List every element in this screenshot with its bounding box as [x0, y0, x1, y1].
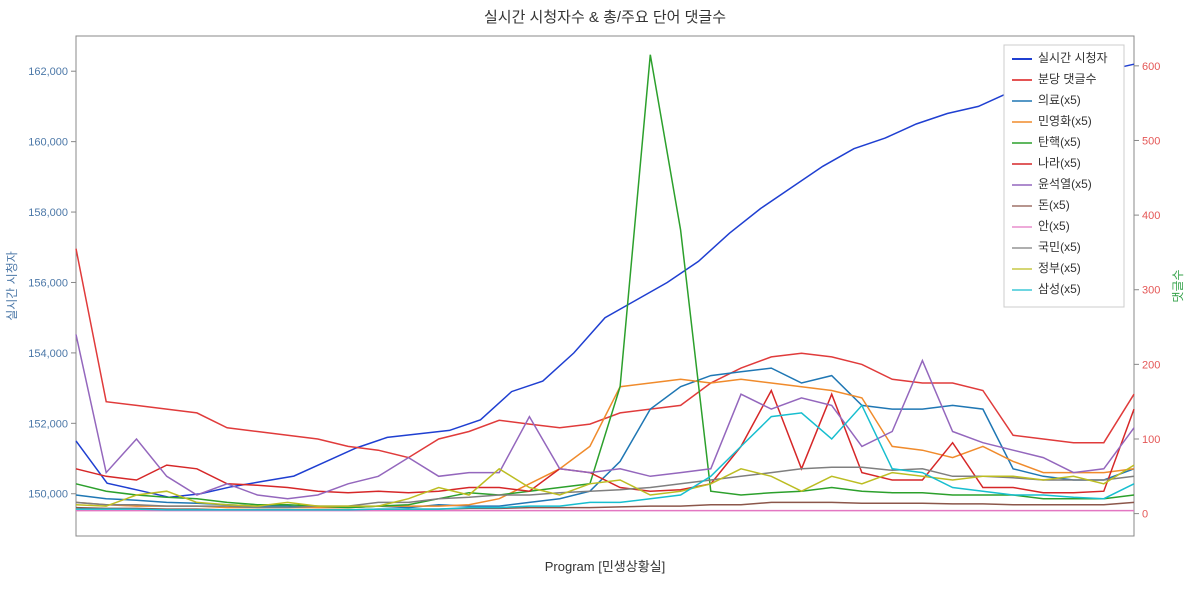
chart-container: 실시간 시청자수 & 총/주요 단어 댓글수 Program [민생상황실] 150…	[0, 0, 1189, 593]
legend-label: 윤석열(x5)	[1038, 177, 1092, 191]
y-right2-tick-label: 300	[1142, 285, 1160, 297]
legend-label: 안(x5)	[1038, 219, 1070, 233]
legend-label: 실시간 시청자	[1038, 51, 1108, 65]
y-right2-tick-label: 400	[1142, 210, 1160, 222]
y-right2-tick-label: 100	[1142, 434, 1160, 446]
y-left-tick-label: 154,000	[28, 348, 68, 360]
legend-label: 민영화(x5)	[1038, 114, 1092, 128]
y-left-axis-label: 실시간 시청자	[5, 251, 19, 321]
legend-label: 정부(x5)	[1038, 261, 1081, 275]
legend-label: 돈(x5)	[1038, 198, 1070, 212]
chart-title: 실시간 시청자수 & 총/주요 단어 댓글수	[484, 9, 726, 26]
legend-label: 의료(x5)	[1038, 93, 1081, 107]
y-right-axis-label: 댓글수	[1171, 269, 1185, 302]
y-right2-tick-label: 200	[1142, 359, 1160, 371]
chart-svg: 실시간 시청자수 & 총/주요 단어 댓글수 Program [민생상황실] 150…	[0, 0, 1189, 593]
y-left-tick-label: 158,000	[28, 207, 68, 219]
legend-label: 분당 댓글수	[1038, 72, 1097, 86]
y-left-tick-label: 150,000	[28, 489, 68, 501]
legend-label: 삼성(x5)	[1038, 282, 1081, 296]
y-left-tick-label: 152,000	[28, 418, 68, 430]
legend-label: 나라(x5)	[1038, 156, 1081, 170]
legend-label: 국민(x5)	[1038, 240, 1081, 254]
y-left-tick-label: 162,000	[28, 66, 68, 78]
y-left-tick-label: 160,000	[28, 137, 68, 149]
y-right2-tick-label: 500	[1142, 135, 1160, 147]
x-axis-label: Program [민생상황실]	[545, 559, 665, 574]
legend-label: 탄핵(x5)	[1038, 135, 1081, 149]
y-left-tick-label: 156,000	[28, 277, 68, 289]
y-right2-tick-label: 600	[1142, 61, 1160, 73]
y-right2-tick-label: 0	[1142, 509, 1148, 521]
